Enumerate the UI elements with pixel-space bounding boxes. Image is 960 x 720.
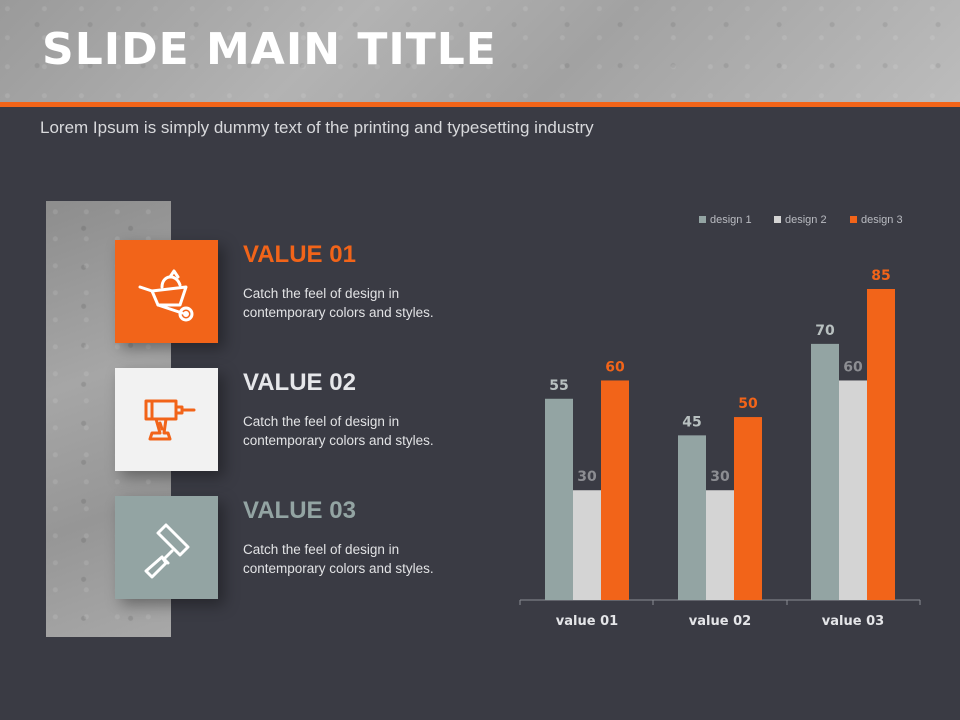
- data-label-3-series-3: 85: [871, 268, 890, 284]
- data-label-2-series-3: 50: [738, 396, 758, 412]
- wheelbarrow-icon: [138, 269, 193, 321]
- legend-label-2: design 2: [785, 214, 827, 226]
- data-label-1-series-2: 30: [577, 469, 597, 485]
- value-03-icon-box: [115, 496, 218, 599]
- value-02-description: Catch the feel of design in contemporary…: [243, 414, 434, 448]
- category-label-2: value 02: [689, 614, 751, 629]
- legend-label-1: design 1: [710, 214, 752, 226]
- value-01-description: Catch the feel of design in contemporary…: [243, 286, 434, 320]
- category-label-1: value 01: [556, 614, 618, 629]
- header-accent-bar: [0, 102, 960, 107]
- bar-1-series-3: [601, 380, 629, 600]
- bar-1-series-2: [573, 490, 601, 600]
- value-01-title: VALUE 01: [243, 241, 356, 268]
- bar-2-series-3: [734, 417, 762, 600]
- value-03-description: Catch the feel of design in contemporary…: [243, 542, 434, 576]
- data-label-2-series-2: 30: [710, 469, 730, 485]
- bar-3-series-3: [867, 289, 895, 600]
- value-02-title: VALUE 02: [243, 369, 356, 396]
- legend-swatch-1: [699, 216, 706, 223]
- bar-chart: design 1 design 2 design 3 55 30 60 value 01 45…: [519, 214, 921, 629]
- header-texture: [0, 0, 960, 102]
- data-label-3-series-1: 70: [815, 323, 835, 339]
- bar-3-series-2: [839, 380, 867, 600]
- value-02-icon-box: [115, 368, 218, 471]
- paint-roller-icon: [144, 523, 189, 578]
- legend-label-3: design 3: [861, 214, 903, 226]
- data-label-2-series-1: 45: [682, 414, 701, 430]
- bar-2-series-1: [678, 435, 706, 600]
- legend-swatch-2: [774, 216, 781, 223]
- value-03-title: VALUE 03: [243, 497, 356, 524]
- category-label-3: value 03: [822, 614, 884, 629]
- slide-subtitle: Lorem Ipsum is simply dummy text of the …: [40, 118, 594, 137]
- legend-swatch-3: [850, 216, 857, 223]
- data-label-1-series-3: 60: [605, 359, 625, 375]
- bar-1-series-1: [545, 398, 573, 600]
- value-01-icon-box: [115, 240, 218, 343]
- bar-3-series-1: [811, 343, 839, 600]
- drill-icon: [144, 399, 195, 440]
- data-label-1-series-1: 55: [549, 378, 568, 394]
- data-label-3-series-2: 60: [843, 359, 863, 375]
- bar-2-series-2: [706, 490, 734, 600]
- slide-title: SLIDE MAIN TITLE: [42, 24, 497, 75]
